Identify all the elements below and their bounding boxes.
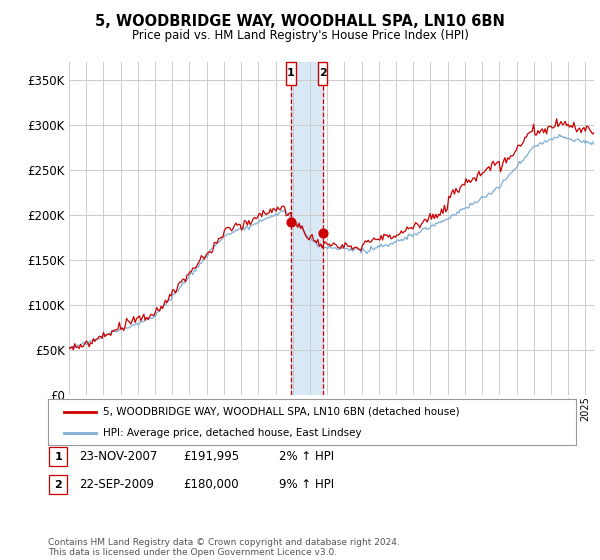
Text: 2% ↑ HPI: 2% ↑ HPI — [279, 450, 334, 463]
Point — [318, 228, 328, 237]
Text: 1: 1 — [287, 68, 295, 78]
Text: 2: 2 — [319, 68, 326, 78]
Text: 2: 2 — [55, 480, 62, 489]
Text: HPI: Average price, detached house, East Lindsey: HPI: Average price, detached house, East… — [103, 428, 362, 438]
Text: 1: 1 — [55, 452, 62, 461]
Bar — [286, 62, 296, 85]
Text: 5, WOODBRIDGE WAY, WOODHALL SPA, LN10 6BN: 5, WOODBRIDGE WAY, WOODHALL SPA, LN10 6B… — [95, 14, 505, 29]
Text: 9% ↑ HPI: 9% ↑ HPI — [279, 478, 334, 491]
Bar — [318, 62, 327, 85]
Text: 5, WOODBRIDGE WAY, WOODHALL SPA, LN10 6BN (detached house): 5, WOODBRIDGE WAY, WOODHALL SPA, LN10 6B… — [103, 407, 460, 417]
Text: 23-NOV-2007: 23-NOV-2007 — [79, 450, 158, 463]
Text: £191,995: £191,995 — [183, 450, 239, 463]
Text: 22-SEP-2009: 22-SEP-2009 — [79, 478, 154, 491]
Bar — [291, 62, 323, 395]
Text: Price paid vs. HM Land Registry's House Price Index (HPI): Price paid vs. HM Land Registry's House … — [131, 29, 469, 42]
Point — [286, 217, 296, 226]
Text: £180,000: £180,000 — [183, 478, 239, 491]
Text: Contains HM Land Registry data © Crown copyright and database right 2024.
This d: Contains HM Land Registry data © Crown c… — [48, 538, 400, 557]
